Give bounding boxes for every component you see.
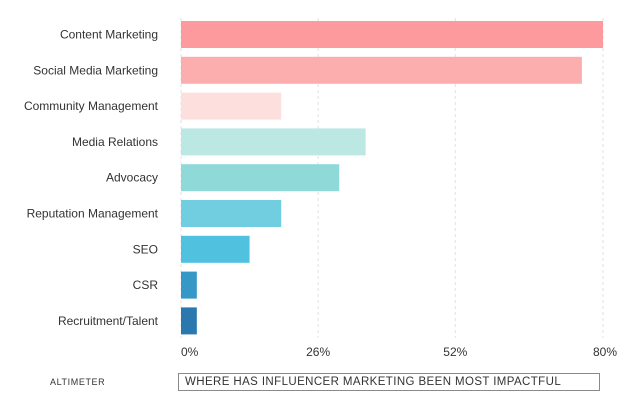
category-label: Social Media Marketing xyxy=(33,63,158,77)
bar xyxy=(181,21,603,48)
category-label: Media Relations xyxy=(72,135,158,149)
category-label: CSR xyxy=(133,278,159,292)
category-label: Content Marketing xyxy=(60,28,158,42)
bar xyxy=(181,164,340,192)
bar xyxy=(181,307,197,335)
x-tick-label: 0% xyxy=(181,345,199,359)
x-tick-label: 26% xyxy=(306,345,330,359)
category-label: SEO xyxy=(133,242,158,256)
bar xyxy=(181,92,282,120)
chart-caption-box: WHERE HAS INFLUENCER MARKETING BEEN MOST… xyxy=(178,373,600,391)
x-tick-label: 52% xyxy=(443,345,467,359)
bar xyxy=(181,235,250,263)
bar xyxy=(181,56,582,84)
category-label: Community Management xyxy=(24,99,159,113)
bar xyxy=(181,271,197,299)
category-label: Advocacy xyxy=(106,171,158,185)
brand-label: ALTIMETER xyxy=(50,377,106,387)
bar xyxy=(181,200,282,227)
bars xyxy=(181,21,603,335)
bar xyxy=(181,128,366,156)
category-label: Recruitment/Talent xyxy=(58,314,159,328)
x-tick-label: 80% xyxy=(593,345,617,359)
category-label: Reputation Management xyxy=(27,207,159,221)
x-axis-ticks: 0% 26% 52% 80% xyxy=(181,345,617,359)
category-labels: Content Marketing Social Media Marketing C… xyxy=(24,28,159,328)
